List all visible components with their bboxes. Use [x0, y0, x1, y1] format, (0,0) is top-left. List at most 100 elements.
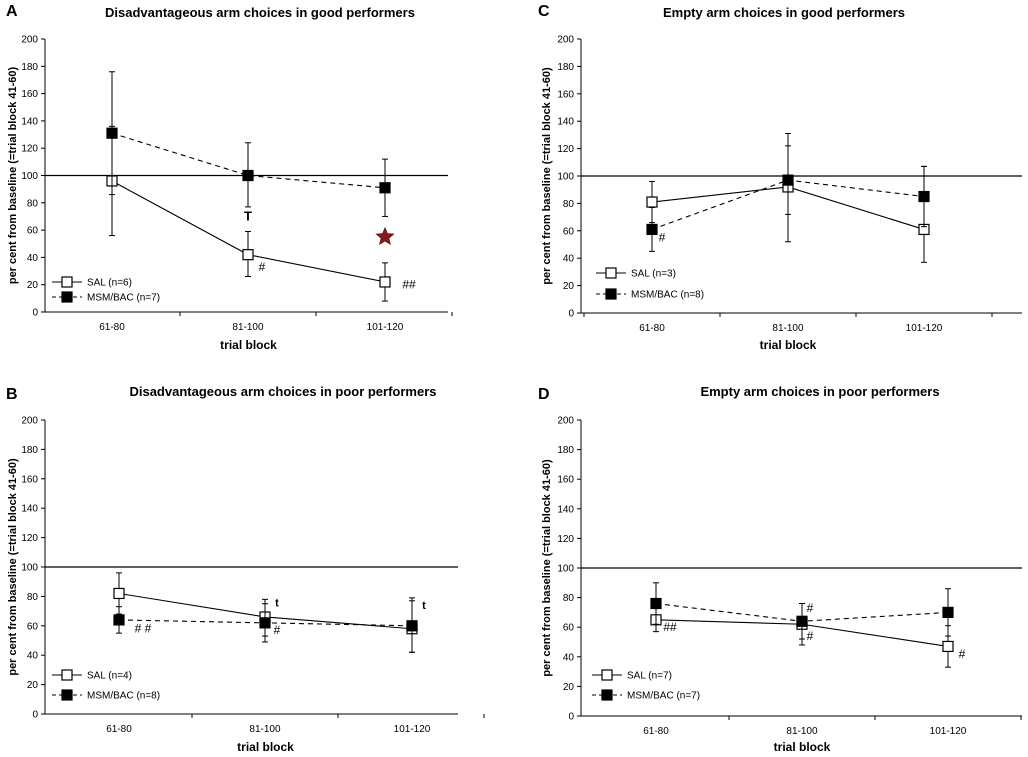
y-axis-label: per cent from baseline (=trial block 41-… — [7, 67, 19, 285]
y-tick-label: 140 — [557, 504, 574, 515]
legend-marker — [61, 669, 73, 681]
x-tick-label: 61-80 — [99, 322, 125, 333]
y-tick-label: 40 — [27, 651, 39, 662]
y-tick-label: 160 — [557, 89, 574, 100]
x-axis-label: trial block — [220, 338, 277, 352]
data-point — [646, 223, 658, 236]
y-tick-label: 0 — [568, 309, 574, 320]
legend-entry: MSM/BAC (n=8) — [87, 691, 160, 702]
panel-label: D — [538, 386, 550, 403]
legend: SAL (n=3) MSM/BAC (n=8) — [596, 267, 704, 301]
data-point — [942, 606, 954, 619]
x-tick-label: 101-120 — [930, 726, 967, 737]
legend-entry: SAL (n=6) — [87, 278, 132, 289]
y-tick-label: 100 — [21, 171, 38, 182]
legend-marker — [605, 288, 617, 300]
x-axis-label: trial block — [760, 338, 817, 352]
series-msm-bac — [646, 145, 930, 252]
panel-d: D Empty arm choices in poor performers 0 20… — [538, 384, 1022, 754]
data-point — [259, 617, 271, 629]
y-tick-label: 60 — [563, 623, 575, 634]
y-tick-label: 200 — [21, 416, 38, 427]
y-axis-label: per cent from baseline (=trial block 41-… — [541, 67, 553, 285]
y-tick-label: 180 — [21, 445, 38, 456]
y-axis-label: per cent from baseline (=trial block 41-… — [541, 459, 553, 677]
y-tick-label: 120 — [21, 144, 38, 155]
legend-marker — [61, 276, 73, 288]
x-tick-label: 101-120 — [906, 323, 943, 334]
legend-entry: SAL (n=7) — [627, 671, 672, 682]
series-msm-bac — [650, 582, 954, 640]
significance-annotation: # # — [135, 622, 152, 636]
x-tick-label: 61-80 — [643, 726, 669, 737]
y-tick-label: 180 — [557, 445, 574, 456]
significance-annotation: # — [659, 231, 666, 245]
y-tick-label: 120 — [557, 534, 574, 545]
data-point — [942, 640, 954, 653]
y-tick-label: 40 — [27, 253, 39, 264]
chart-title: Empty arm choices in poor performers — [700, 384, 939, 399]
y-tick-label: 60 — [563, 226, 575, 237]
significance-annotation: T — [244, 208, 252, 223]
x-tick-label: 81-100 — [249, 724, 281, 735]
y-tick-label: 80 — [27, 198, 39, 209]
data-point — [650, 597, 662, 610]
y-tick-label: 80 — [563, 199, 575, 210]
y-tick-label: 140 — [21, 504, 38, 515]
data-point — [242, 169, 254, 182]
legend: SAL (n=6) MSM/BAC (n=7) — [52, 276, 160, 304]
legend-marker — [601, 689, 613, 701]
data-point — [646, 196, 658, 208]
series-msm-bac — [106, 71, 391, 217]
y-tick-label: 80 — [27, 592, 39, 603]
panel-b: B Disadvantageous arm choices in poor per… — [6, 384, 485, 754]
y-tick-label: 140 — [21, 116, 38, 127]
legend-marker — [605, 267, 617, 279]
x-tick-label: 81-100 — [772, 323, 804, 334]
data-point — [918, 190, 930, 203]
series-line — [111, 132, 386, 189]
x-tick-label: 81-100 — [786, 726, 818, 737]
significance-annotation: ## — [663, 620, 677, 634]
y-tick-label: 160 — [21, 89, 38, 100]
panel-label: B — [6, 386, 18, 403]
legend-marker — [601, 669, 613, 681]
panel-label: C — [538, 3, 550, 20]
y-tick-label: 20 — [563, 682, 575, 693]
data-point — [113, 614, 125, 626]
significance-annotation: t — [275, 597, 279, 609]
x-tick-label: 61-80 — [106, 724, 132, 735]
significance-annotation: t — [422, 600, 426, 612]
panel-c: C Empty arm choices in good performers 0 20… — [538, 3, 1022, 352]
significance-annotation: # — [259, 260, 266, 274]
legend-entry: SAL (n=3) — [631, 269, 676, 280]
y-tick-label: 60 — [27, 621, 39, 632]
significance-annotation: # — [807, 629, 814, 643]
x-axis-label: trial block — [237, 740, 294, 754]
y-tick-label: 180 — [557, 62, 574, 73]
significance-annotation: # — [959, 647, 966, 661]
y-tick-label: 0 — [32, 710, 38, 721]
y-tick-label: 20 — [27, 680, 39, 691]
y-tick-label: 20 — [27, 280, 39, 291]
y-tick-label: 0 — [32, 308, 38, 319]
y-tick-label: 120 — [557, 144, 574, 155]
legend-entry: MSM/BAC (n=8) — [631, 290, 704, 301]
y-tick-label: 100 — [21, 563, 38, 574]
y-tick-label: 200 — [21, 35, 38, 46]
y-tick-label: 160 — [557, 475, 574, 486]
data-point — [406, 620, 418, 632]
y-tick-label: 60 — [27, 226, 39, 237]
y-tick-label: 200 — [557, 35, 574, 46]
y-tick-label: 20 — [563, 281, 575, 292]
y-tick-label: 100 — [557, 172, 574, 183]
data-point — [106, 127, 118, 139]
y-tick-label: 40 — [563, 254, 575, 265]
y-tick-label: 0 — [568, 712, 574, 723]
panel-label: A — [6, 3, 18, 20]
x-tick-label: 61-80 — [639, 323, 665, 334]
data-point — [796, 615, 808, 627]
series-msm-bac — [113, 600, 418, 653]
y-axis-label: per cent from baseline (=trial block 41-… — [7, 458, 19, 676]
